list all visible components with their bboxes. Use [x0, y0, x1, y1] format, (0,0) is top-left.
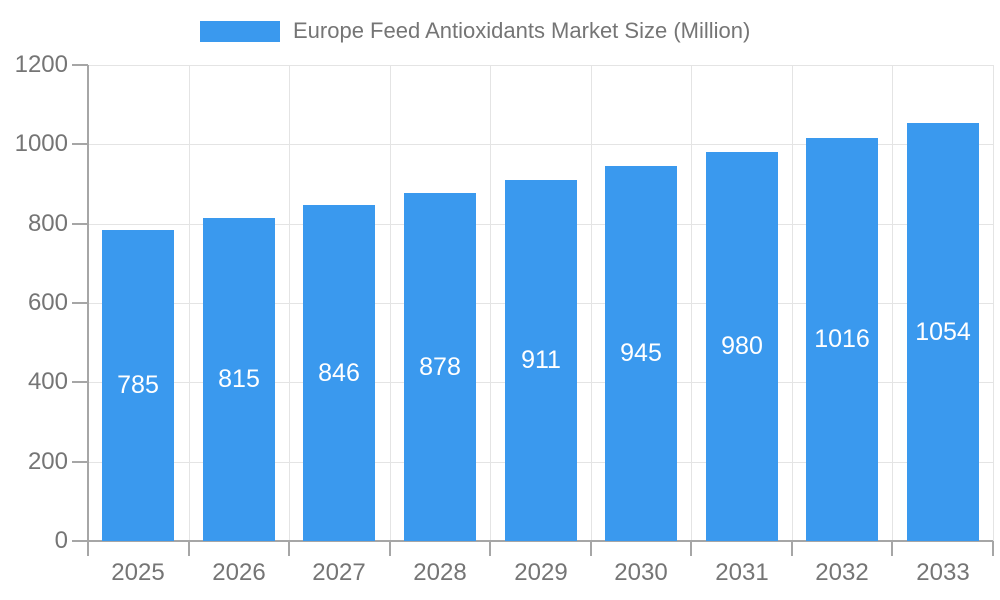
y-axis-tick: [72, 461, 88, 463]
x-gridline: [892, 65, 893, 541]
bar-2028: 878: [404, 193, 476, 541]
x-axis-tick: [690, 541, 692, 556]
bar-2025: 785: [102, 230, 174, 541]
x-gridline: [691, 65, 692, 541]
y-axis-tick: [72, 143, 88, 145]
bar-value-label: 980: [721, 332, 763, 360]
x-axis-tick-label: 2028: [413, 559, 467, 586]
x-gridline: [993, 65, 994, 541]
x-axis-line: [88, 540, 993, 542]
y-gridline: [88, 65, 993, 66]
x-gridline: [390, 65, 391, 541]
x-axis-tick: [891, 541, 893, 556]
x-axis-tick-label: 2029: [514, 559, 568, 586]
x-axis-tick: [791, 541, 793, 556]
bar-value-label: 911: [521, 346, 561, 374]
y-axis-line: [87, 65, 89, 541]
bar-2027: 846: [303, 205, 375, 541]
y-axis-tick-label: 0: [54, 527, 68, 554]
x-axis-tick-label: 2031: [715, 559, 769, 586]
bar-value-label: 815: [218, 365, 260, 393]
bar-value-label: 846: [318, 358, 360, 387]
y-axis-tick: [72, 223, 88, 225]
y-axis-tick-label: 1200: [14, 51, 68, 78]
y-axis-tick: [72, 302, 88, 304]
x-axis-tick-label: 2026: [212, 559, 266, 586]
x-axis-tick-label: 2027: [312, 559, 366, 586]
y-axis-tick-label: 800: [27, 210, 68, 237]
y-axis-tick-label: 1000: [14, 130, 68, 157]
bar-value-label: 878: [419, 352, 461, 381]
x-axis-tick: [389, 541, 391, 556]
x-gridline: [189, 65, 190, 541]
x-gridline: [289, 65, 290, 541]
x-axis-tick: [489, 541, 491, 556]
y-axis-tick: [72, 381, 88, 383]
bar-value-label: 785: [117, 371, 159, 399]
bar-value-label: 1054: [915, 317, 971, 346]
x-axis-tick: [87, 541, 89, 556]
bar-2033: 1054: [907, 123, 979, 541]
bar-value-label: 945: [620, 339, 662, 367]
y-axis-tick-label: 400: [27, 368, 68, 395]
y-axis-tick-label: 600: [27, 289, 68, 316]
x-axis-tick: [992, 541, 994, 556]
x-gridline: [792, 65, 793, 541]
legend-label: Europe Feed Antioxidants Market Size (Mi…: [293, 18, 751, 43]
y-axis-tick-label: 200: [27, 448, 68, 475]
x-axis-tick-label: 2025: [111, 559, 165, 586]
x-gridline: [490, 65, 491, 541]
y-axis-tick: [72, 540, 88, 542]
bar-2032: 1016: [806, 138, 878, 541]
bar-2026: 815: [203, 218, 275, 541]
bar-2029: 911: [505, 180, 577, 541]
bar-2031: 980: [706, 152, 778, 541]
y-axis-tick: [72, 64, 88, 66]
x-axis-tick-label: 2033: [916, 559, 970, 586]
x-axis-tick-label: 2032: [815, 559, 869, 586]
x-axis-tick-label: 2030: [614, 559, 668, 586]
bar-2030: 945: [605, 166, 677, 541]
bar-value-label: 1016: [814, 325, 870, 353]
y-gridline: [88, 144, 993, 145]
legend-swatch-icon: [200, 20, 280, 42]
x-axis-tick: [288, 541, 290, 556]
legend-item[interactable]: Europe Feed Antioxidants Market Size (Mi…: [200, 18, 751, 43]
x-gridline: [591, 65, 592, 541]
x-axis-tick: [188, 541, 190, 556]
x-axis-tick: [590, 541, 592, 556]
